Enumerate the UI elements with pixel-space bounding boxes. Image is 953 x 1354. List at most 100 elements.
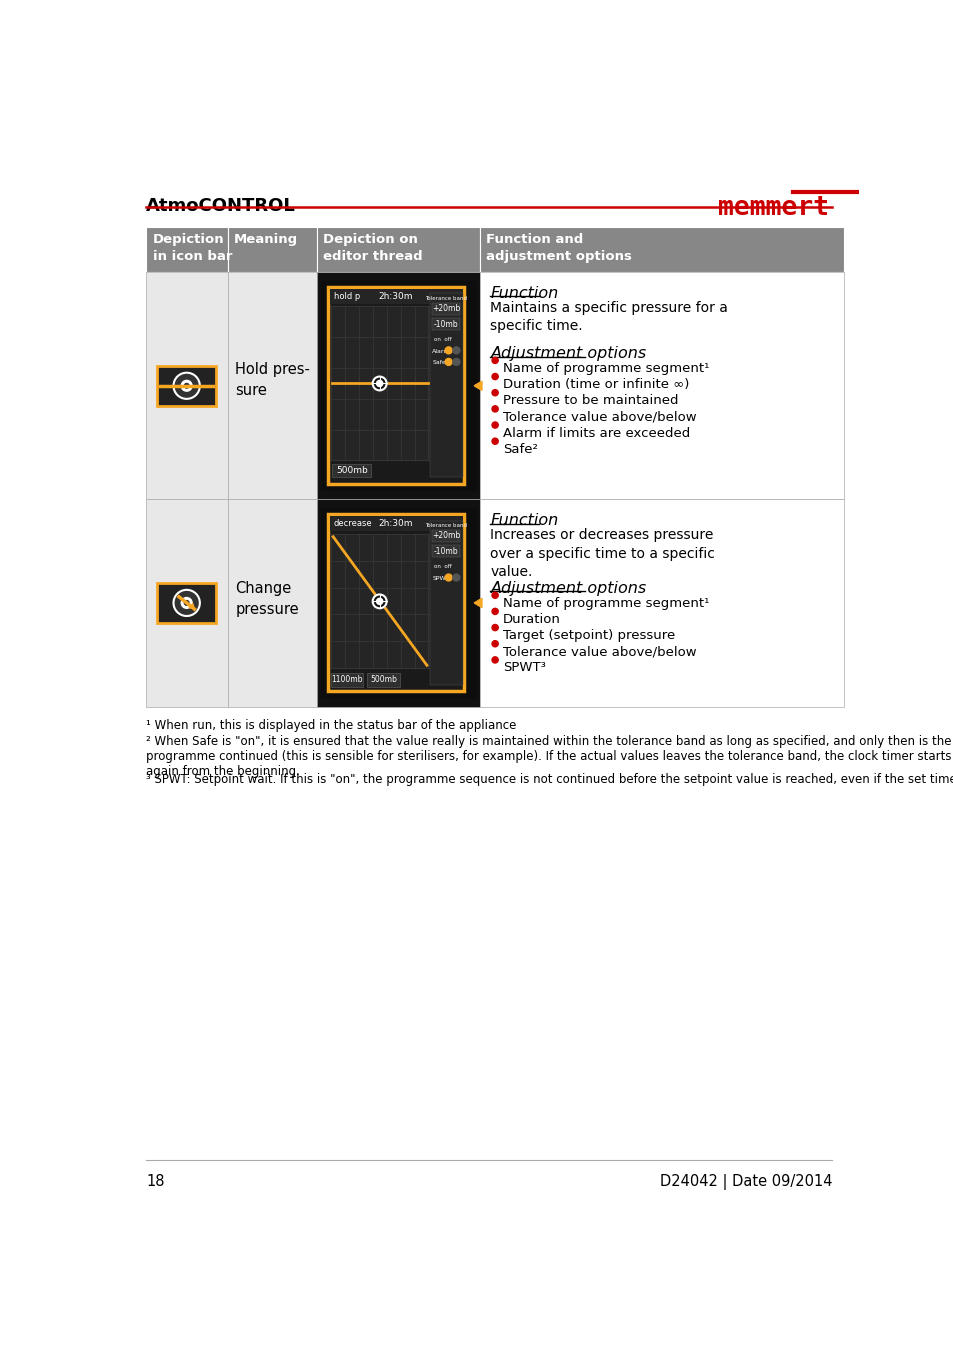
Circle shape (445, 574, 452, 581)
Circle shape (492, 640, 497, 647)
Text: Function: Function (490, 286, 558, 301)
Circle shape (376, 598, 382, 604)
Text: Depiction
in icon bar: Depiction in icon bar (152, 233, 232, 263)
Text: D24042 | Date 09/2014: D24042 | Date 09/2014 (659, 1174, 831, 1190)
Bar (157, 584, 216, 623)
Circle shape (492, 439, 497, 444)
Circle shape (492, 406, 497, 412)
Bar (119, 162, 858, 209)
Circle shape (173, 372, 199, 399)
Text: Safe: Safe (432, 360, 446, 366)
Text: decrease: decrease (334, 519, 373, 528)
Bar (432, 546, 459, 558)
Text: Duration (time or infinite ∞): Duration (time or infinite ∞) (502, 378, 688, 391)
Circle shape (492, 592, 497, 598)
Circle shape (492, 357, 497, 363)
Bar (432, 529, 459, 542)
Text: 500mb: 500mb (370, 676, 396, 684)
Circle shape (181, 380, 192, 391)
Bar (479, 500, 843, 707)
Bar (331, 673, 363, 686)
Text: +20mb: +20mb (432, 305, 460, 313)
Circle shape (453, 347, 459, 353)
Circle shape (173, 590, 199, 616)
Text: Alarm: Alarm (432, 348, 451, 353)
Text: Duration: Duration (502, 613, 560, 626)
Circle shape (184, 383, 189, 389)
Text: Maintains a specific pressure for a
specific time.: Maintains a specific pressure for a spec… (490, 301, 727, 333)
Text: Name of programme segment¹: Name of programme segment¹ (502, 597, 708, 609)
Text: SPWT: SPWT (432, 575, 450, 581)
Text: hold p: hold p (334, 292, 360, 301)
Bar (432, 318, 459, 330)
Bar (328, 287, 464, 483)
Bar (479, 272, 843, 500)
Text: Target (setpoint) pressure: Target (setpoint) pressure (502, 630, 675, 642)
Bar (228, 500, 316, 707)
Circle shape (453, 359, 459, 366)
Text: Tolerance value above/below: Tolerance value above/below (502, 410, 696, 424)
Bar (228, 227, 316, 272)
Bar (430, 294, 462, 478)
Circle shape (492, 390, 497, 395)
Circle shape (492, 657, 497, 663)
Text: Safe²: Safe² (502, 443, 537, 456)
Text: ¹ When run, this is displayed in the status bar of the appliance: ¹ When run, this is displayed in the sta… (146, 719, 517, 733)
Bar (146, 227, 228, 272)
Text: Increases or decreases pressure
over a specific time to a specific
value.: Increases or decreases pressure over a s… (490, 528, 715, 580)
Text: AtmoCONTROL: AtmoCONTROL (146, 198, 295, 215)
Bar (332, 463, 371, 478)
Bar (331, 533, 429, 669)
Text: Name of programme segment¹: Name of programme segment¹ (502, 362, 708, 375)
Text: 18: 18 (146, 1174, 165, 1189)
Text: Tolerance value above/below: Tolerance value above/below (502, 646, 696, 658)
Circle shape (492, 624, 497, 631)
Text: Function: Function (490, 513, 558, 528)
Circle shape (445, 359, 452, 366)
Text: Pressure to be maintained: Pressure to be maintained (502, 394, 678, 408)
Bar (479, 227, 843, 272)
Text: 2h:30m: 2h:30m (378, 519, 413, 528)
Text: Adjustment options: Adjustment options (490, 345, 646, 360)
Text: ³ SPWT: Setpoint wait. If this is "on", the programme sequence is not continued : ³ SPWT: Setpoint wait. If this is "on", … (146, 773, 953, 787)
Bar (146, 500, 228, 707)
Bar (320, 282, 476, 490)
Text: Function and
adjustment options: Function and adjustment options (485, 233, 631, 263)
Bar (157, 366, 216, 406)
Text: Alarm if limits are exceeded: Alarm if limits are exceeded (502, 427, 689, 440)
Bar (430, 520, 462, 685)
Text: Adjustment options: Adjustment options (490, 581, 646, 596)
Bar (316, 272, 479, 500)
Text: +20mb: +20mb (432, 531, 460, 540)
Text: Tolerance band: Tolerance band (425, 297, 467, 302)
Bar (328, 515, 464, 692)
Text: ² When Safe is "on", it is ensured that the value really is maintained within th: ² When Safe is "on", it is ensured that … (146, 735, 951, 777)
Circle shape (492, 422, 497, 428)
Bar (228, 272, 316, 500)
Text: 500mb: 500mb (335, 466, 367, 475)
Bar (330, 288, 462, 305)
Text: memmert: memmert (718, 195, 828, 221)
Text: -10mb: -10mb (434, 320, 458, 329)
Text: on  off: on off (434, 337, 451, 343)
Circle shape (453, 574, 459, 581)
Text: on  off: on off (434, 565, 451, 569)
Bar (316, 227, 479, 272)
Bar (331, 306, 429, 460)
Circle shape (492, 374, 497, 379)
Text: SPWT³: SPWT³ (502, 662, 545, 674)
Text: Tolerance band: Tolerance band (425, 524, 467, 528)
Bar (146, 272, 228, 500)
Circle shape (184, 601, 189, 605)
Bar (330, 516, 462, 531)
Bar (432, 303, 459, 315)
Circle shape (445, 347, 452, 353)
Circle shape (492, 608, 497, 615)
Circle shape (181, 597, 192, 608)
Text: Hold pres-
sure: Hold pres- sure (235, 362, 310, 398)
Text: Depiction on
editor thread: Depiction on editor thread (323, 233, 422, 263)
Text: Change
pressure: Change pressure (235, 581, 299, 617)
Polygon shape (189, 604, 194, 609)
Text: 2h:30m: 2h:30m (378, 292, 413, 301)
Text: Meaning: Meaning (233, 233, 297, 246)
